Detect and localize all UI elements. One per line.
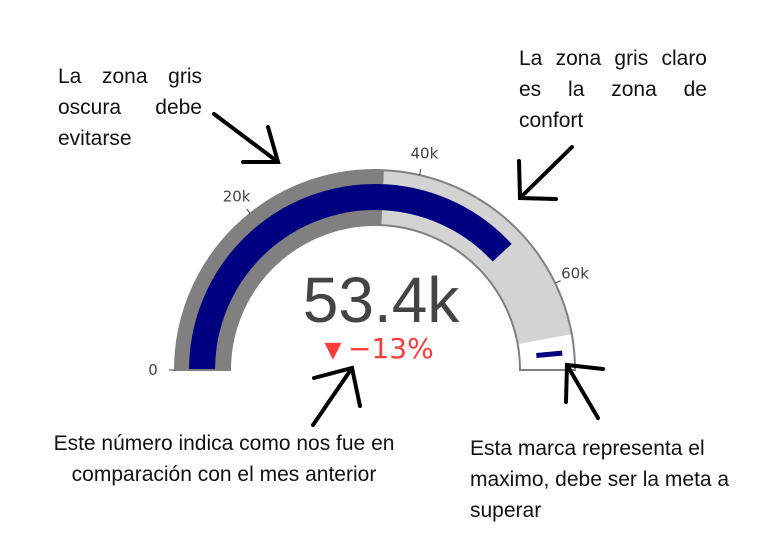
gauge-outline [173,169,577,371]
arrow-delta [311,365,362,427]
annotation-dark-zone: La zona gris oscura debe evitarse [58,65,202,150]
gauge-bar-layer [189,184,512,370]
gauge-threshold-marker [536,350,563,358]
arrow-dark-zone [212,112,281,164]
annotation-light-zone: La zona gris claro es la zona de confort [519,47,707,132]
gauge-value-bar [189,184,512,370]
gauge-tick-label-1: 20k [223,187,251,205]
gauge-tick-label-3: 60k [561,265,589,283]
arrow-threshold [564,362,605,420]
gauge-tick-1 [246,208,251,214]
gauge-delta: −13% [348,332,434,365]
arrow-light-zone [517,145,574,201]
annotation-threshold: Esta marca representa el maximo, debe se… [470,437,730,522]
gauge-ticks: 0 20k 40k 60k [148,145,589,379]
gauge-tick-2 [419,169,422,176]
gauge-tick-label-2: 40k [411,145,439,163]
gauge-tick-3 [554,280,561,284]
gauge-delta-symbol: ▼ [325,338,342,363]
annotation-delta: Este número indica como nos fue en compa… [53,432,395,486]
gauge-step-0 [175,169,384,370]
gauge-value: 53.4k [303,264,461,336]
gauge-threshold-layer [536,350,563,358]
gauge-tick-label-0: 0 [148,361,158,379]
